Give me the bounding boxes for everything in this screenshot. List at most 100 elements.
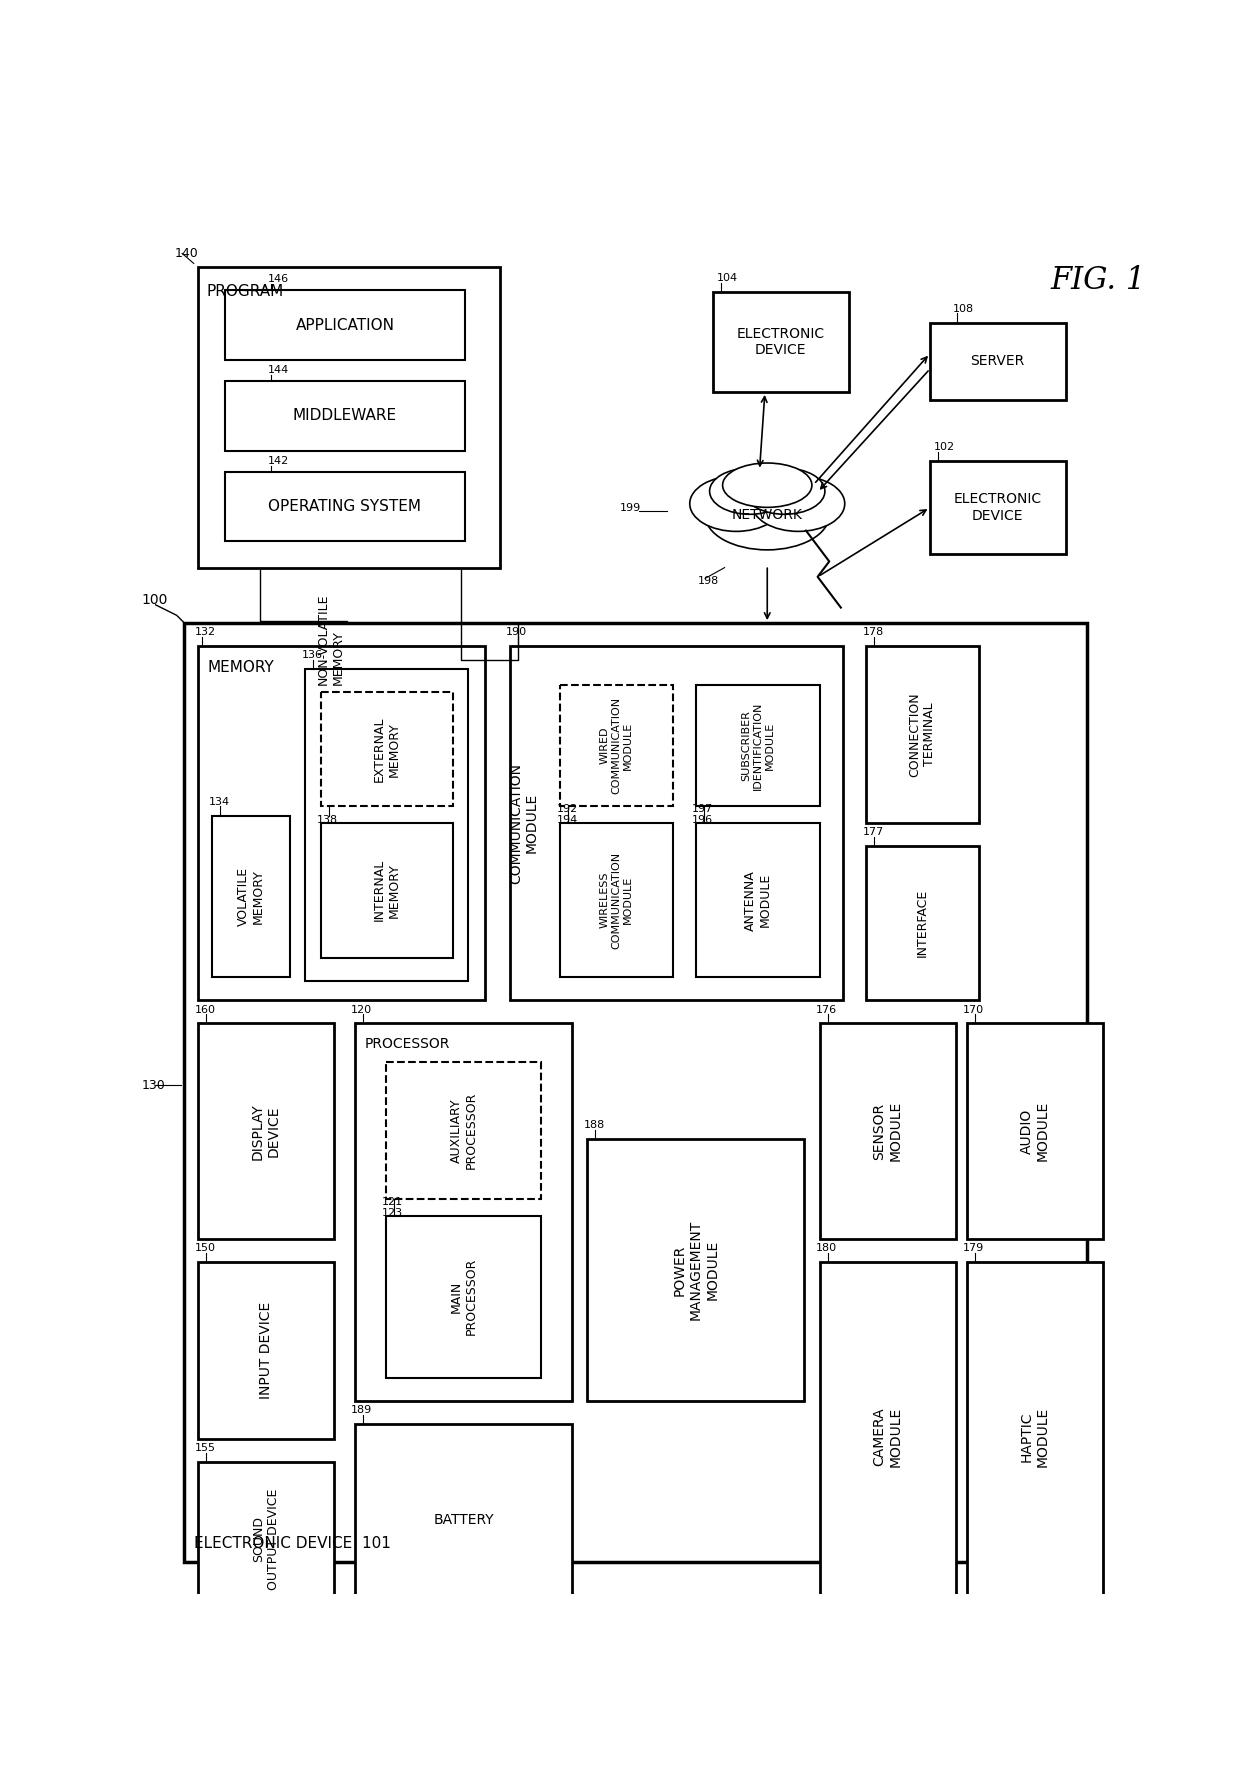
- Bar: [321, 824, 453, 958]
- Text: 146: 146: [268, 274, 289, 283]
- Bar: [967, 1263, 1102, 1612]
- Text: 138: 138: [317, 815, 339, 826]
- Text: 102: 102: [934, 442, 955, 453]
- Text: 155: 155: [195, 1444, 216, 1454]
- Bar: [224, 290, 465, 360]
- Bar: [820, 1263, 956, 1612]
- Text: FIG. 1: FIG. 1: [1050, 265, 1146, 296]
- Text: ELECTRONIC
DEVICE: ELECTRONIC DEVICE: [737, 328, 825, 356]
- Text: 130: 130: [141, 1078, 166, 1091]
- Ellipse shape: [709, 467, 790, 514]
- Text: BATTERY: BATTERY: [433, 1513, 494, 1528]
- Text: 100: 100: [141, 593, 169, 607]
- Text: CONNECTION
TERMINAL: CONNECTION TERMINAL: [908, 693, 936, 777]
- Text: 189: 189: [351, 1404, 372, 1415]
- Text: COMMUNICATION
MODULE: COMMUNICATION MODULE: [508, 763, 539, 883]
- Bar: [696, 824, 820, 978]
- Bar: [867, 847, 978, 1001]
- Bar: [930, 322, 1065, 399]
- Text: 176: 176: [816, 1005, 837, 1014]
- Bar: [967, 1023, 1102, 1239]
- Text: SOUND
OUTPUT DEVICE: SOUND OUTPUT DEVICE: [252, 1488, 280, 1590]
- Text: ANTENNA
MODULE: ANTENNA MODULE: [744, 870, 773, 931]
- Text: 180: 180: [816, 1243, 837, 1254]
- Bar: [820, 1023, 956, 1239]
- Text: 108: 108: [954, 304, 975, 313]
- Text: POWER
MANAGEMENT
MODULE: POWER MANAGEMENT MODULE: [673, 1220, 719, 1320]
- Text: AUXILIARY
PROCESSOR: AUXILIARY PROCESSOR: [449, 1093, 477, 1170]
- Text: SUBSCRIBER
IDENTIFICATION
MODULE: SUBSCRIBER IDENTIFICATION MODULE: [742, 702, 775, 790]
- Bar: [560, 684, 672, 806]
- Text: NON-VOLATILE
MEMORY: NON-VOLATILE MEMORY: [317, 593, 345, 684]
- Text: OPERATING SYSTEM: OPERATING SYSTEM: [268, 500, 422, 514]
- Text: WIRED
COMMUNICATION
MODULE: WIRED COMMUNICATION MODULE: [599, 697, 632, 793]
- Text: WIRELESS
COMMUNICATION
MODULE: WIRELESS COMMUNICATION MODULE: [599, 853, 632, 949]
- Text: 199: 199: [620, 503, 641, 512]
- Bar: [197, 267, 500, 568]
- Text: 160: 160: [195, 1005, 216, 1014]
- Bar: [321, 693, 453, 806]
- Bar: [185, 623, 1087, 1562]
- Text: MIDDLEWARE: MIDDLEWARE: [293, 408, 397, 423]
- Bar: [386, 1062, 541, 1198]
- Text: INTERNAL
MEMORY: INTERNAL MEMORY: [373, 860, 401, 921]
- Text: 120: 120: [351, 1005, 372, 1014]
- Text: 170: 170: [963, 1005, 985, 1014]
- Text: INTERFACE: INTERFACE: [916, 888, 929, 958]
- Bar: [198, 1263, 334, 1440]
- Text: 194: 194: [557, 815, 578, 826]
- Text: SERVER: SERVER: [971, 355, 1024, 369]
- Bar: [305, 670, 469, 981]
- Ellipse shape: [706, 480, 830, 550]
- Text: EXTERNAL
MEMORY: EXTERNAL MEMORY: [373, 716, 401, 783]
- Text: VOLATILE
MEMORY: VOLATILE MEMORY: [237, 867, 265, 926]
- Bar: [386, 1216, 541, 1377]
- Text: 179: 179: [963, 1243, 985, 1254]
- Bar: [588, 1139, 805, 1401]
- Text: ELECTRONIC DEVICE  101: ELECTRONIC DEVICE 101: [193, 1537, 391, 1551]
- Bar: [198, 1461, 334, 1615]
- Text: 140: 140: [175, 247, 198, 260]
- Text: 198: 198: [697, 575, 719, 586]
- Text: NETWORK: NETWORK: [732, 509, 802, 523]
- Text: 177: 177: [863, 827, 884, 838]
- Text: APPLICATION: APPLICATION: [295, 317, 394, 333]
- Ellipse shape: [689, 476, 782, 532]
- Ellipse shape: [751, 476, 844, 532]
- Bar: [224, 473, 465, 541]
- Text: PROGRAM: PROGRAM: [207, 285, 284, 299]
- Text: 197: 197: [692, 804, 713, 815]
- Text: SENSOR
MODULE: SENSOR MODULE: [872, 1101, 903, 1161]
- Text: MEMORY: MEMORY: [207, 659, 274, 675]
- Bar: [212, 815, 290, 978]
- Bar: [696, 684, 820, 806]
- Bar: [930, 462, 1065, 553]
- Bar: [510, 647, 843, 1001]
- Ellipse shape: [723, 464, 812, 507]
- Text: 132: 132: [195, 627, 216, 638]
- Bar: [355, 1023, 572, 1401]
- Text: INPUT DEVICE: INPUT DEVICE: [259, 1302, 273, 1399]
- Text: 123: 123: [382, 1207, 403, 1218]
- Text: ELECTRONIC
DEVICE: ELECTRONIC DEVICE: [954, 493, 1042, 523]
- Text: 144: 144: [268, 365, 289, 374]
- Bar: [355, 1424, 572, 1615]
- Bar: [867, 647, 978, 824]
- Text: HAPTIC
MODULE: HAPTIC MODULE: [1019, 1406, 1050, 1467]
- Text: 150: 150: [195, 1243, 216, 1254]
- Ellipse shape: [744, 467, 825, 514]
- Text: 142: 142: [268, 455, 289, 466]
- Bar: [560, 824, 672, 978]
- Text: 188: 188: [584, 1119, 605, 1130]
- Text: PROCESSOR: PROCESSOR: [365, 1037, 450, 1051]
- Text: MAIN
PROCESSOR: MAIN PROCESSOR: [449, 1257, 477, 1336]
- Text: DISPLAY
DEVICE: DISPLAY DEVICE: [250, 1103, 281, 1159]
- Text: 192: 192: [557, 804, 578, 815]
- Text: 104: 104: [717, 272, 738, 283]
- Text: 196: 196: [692, 815, 713, 826]
- Text: 121: 121: [382, 1196, 403, 1207]
- Text: CAMERA
MODULE: CAMERA MODULE: [872, 1406, 903, 1467]
- Bar: [713, 292, 848, 392]
- Text: 190: 190: [506, 627, 527, 638]
- Text: AUDIO
MODULE: AUDIO MODULE: [1019, 1101, 1050, 1161]
